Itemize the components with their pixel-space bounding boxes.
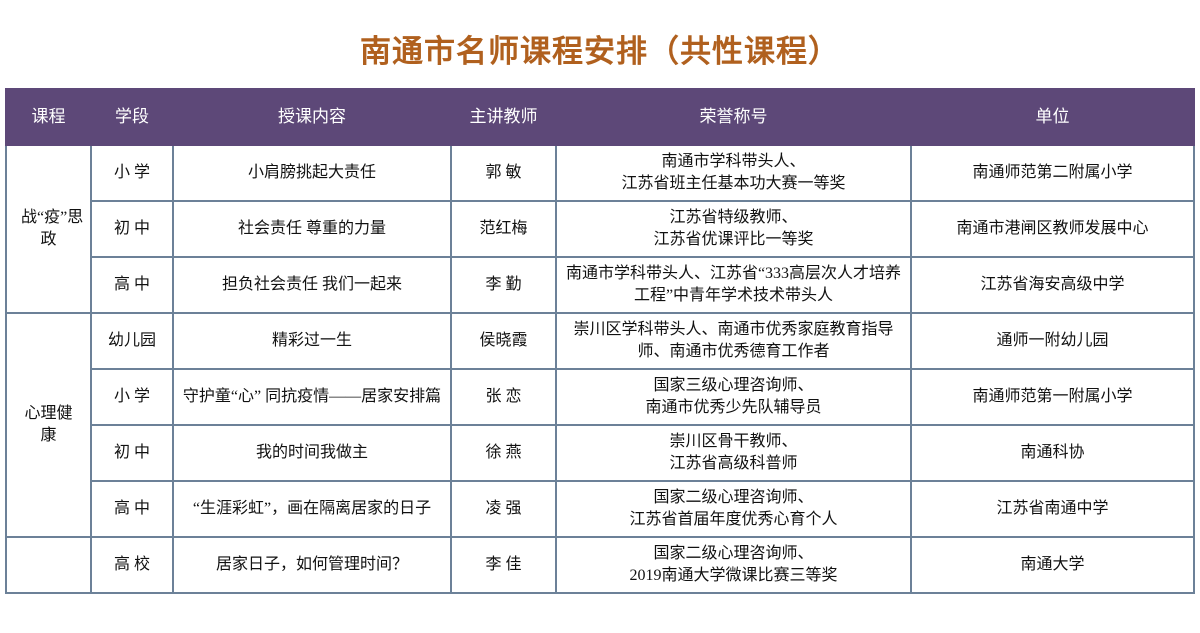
teacher-cell: 侯晓霞: [450, 312, 557, 370]
unit-cell: 南通师范第一附属小学: [910, 368, 1195, 426]
stage-cell: 高 中: [90, 480, 174, 538]
table-row: 战“疫”思政小 学小肩膀挑起大责任郭 敏南通市学科带头人、 江苏省班主任基本功大…: [5, 144, 1195, 314]
stage-cell: 幼儿园: [90, 312, 174, 370]
column-header: 主讲教师: [450, 88, 557, 146]
page-title: 南通市名师课程安排（共性课程）: [360, 34, 840, 69]
unit-cell: 南通市港闸区教师发展中心: [910, 200, 1195, 258]
content-cell: 居家日子，如何管理时间？: [172, 536, 452, 594]
column-header: 课程: [5, 88, 92, 146]
teacher-cell: 郭 敏: [450, 144, 557, 202]
table-row: 心理健康 幼儿园 精彩过一生 侯晓霞 崇川区学科带头人、南通市优秀家庭教育指导师、南通市…: [5, 312, 1195, 538]
table-row: 高 校居家日子，如何管理时间？李 佳国家二级心理咨询师、 2019南通大学微课比…: [5, 536, 1195, 594]
unit-cell: 江苏省海安高级中学: [910, 256, 1195, 314]
table-row: 小 学守护童“心” 同抗疫情——居家安排篇张 恋国家三级心理咨询师、 南通市优秀…: [6, 368, 1195, 426]
course-schedule-table: 课程 学段 授课内容 主讲教师 荣誉称号 单位 战“疫”思政小 学小肩膀挑起大责任郭 敏南…: [5, 88, 1195, 594]
teacher-cell: 李 佳: [450, 536, 557, 594]
honor-cell: 南通市学科带头人、 江苏省班主任基本功大赛一等奖: [555, 144, 912, 202]
course-cell: 心理健康: [5, 312, 92, 538]
stage-cell: 高 校: [90, 536, 174, 594]
content-cell: 小肩膀挑起大责任: [172, 144, 452, 202]
honor-cell: 国家三级心理咨询师、 南通市优秀少先队辅导员: [555, 368, 912, 426]
stage-cell: 初 中: [90, 200, 174, 258]
teacher-cell: 李 勤: [450, 256, 557, 314]
table-row: 高 中担负社会责任 我们一起来李 勤南通市学科带头人、江苏省“333高层次人才培…: [6, 256, 1195, 314]
honor-cell: 国家二级心理咨询师、 2019南通大学微课比赛三等奖: [555, 536, 912, 594]
content-cell: 担负社会责任 我们一起来: [172, 256, 452, 314]
stage-cell: 初 中: [90, 424, 174, 482]
teacher-cell: 张 恋: [450, 368, 557, 426]
stage-cell: 高 中: [90, 256, 174, 314]
content-cell: 守护童“心” 同抗疫情——居家安排篇: [172, 368, 452, 426]
course-cell: 战“疫”思政: [5, 144, 92, 314]
teacher-cell: 范红梅: [450, 200, 557, 258]
unit-cell: 南通师范第二附属小学: [910, 144, 1195, 202]
column-header: 单位: [910, 88, 1195, 146]
honor-cell: 崇川区学科带头人、南通市优秀家庭教育指导师、南通市优秀德育工作者: [555, 312, 912, 370]
column-header: 荣誉称号: [555, 88, 912, 146]
table-header-row: 课程 学段 授课内容 主讲教师 荣誉称号 单位: [5, 88, 1195, 146]
column-header: 学段: [90, 88, 174, 146]
teacher-cell: 徐 燕: [450, 424, 557, 482]
unit-cell: 江苏省南通中学: [910, 480, 1195, 538]
content-cell: 精彩过一生: [172, 312, 452, 370]
column-header: 授课内容: [172, 88, 452, 146]
honor-cell: 江苏省特级教师、 江苏省优课评比一等奖: [555, 200, 912, 258]
honor-cell: 崇川区骨干教师、 江苏省高级科普师: [555, 424, 912, 482]
unit-cell: 通师一附幼儿园: [910, 312, 1195, 370]
table-row: 初 中我的时间我做主徐 燕崇川区骨干教师、 江苏省高级科普师 南通科协: [6, 424, 1195, 482]
stage-cell: 小 学: [90, 368, 174, 426]
content-cell: 我的时间我做主: [172, 424, 452, 482]
teacher-cell: 凌 强: [450, 480, 557, 538]
table-row: 高 中 “生涯彩虹”，画在隔离居家的日子凌 强国家二级心理咨询师、 江苏省首届年度…: [6, 480, 1195, 538]
unit-cell: 南通科协: [910, 424, 1195, 482]
honor-cell: 南通市学科带头人、江苏省“333高层次人才培养工程”中青年学术技术带头人: [555, 256, 912, 314]
content-cell: 社会责任 尊重的力量: [172, 200, 452, 258]
honor-cell: 国家二级心理咨询师、 江苏省首届年度优秀心育个人: [555, 480, 912, 538]
content-cell: “生涯彩虹”，画在隔离居家的日子: [172, 480, 452, 538]
stage-cell: 小 学: [90, 144, 174, 202]
course-cell: [5, 536, 92, 594]
table-row: 初 中社会责任 尊重的力量 范红梅 江苏省特级教师、 江苏省优课评比一等奖 南通市港闸…: [6, 200, 1195, 258]
unit-cell: 南通大学: [910, 536, 1195, 594]
